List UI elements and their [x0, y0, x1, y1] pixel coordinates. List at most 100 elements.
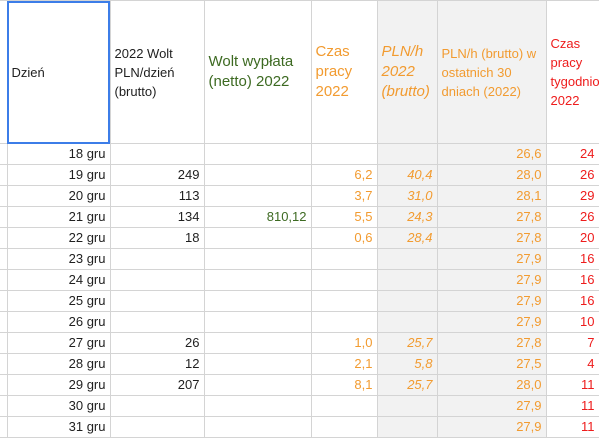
cell-pln-day[interactable]: 26 — [109, 332, 205, 354]
cell-weekly[interactable]: 26 — [545, 164, 599, 186]
cell-hours[interactable] — [310, 248, 378, 270]
cell-hours[interactable] — [310, 290, 378, 312]
cell-day[interactable]: 29 gru — [6, 374, 111, 396]
cell-pln-day[interactable] — [109, 395, 205, 417]
header-cell-wolt-payout[interactable]: Wolt wypłata (netto) 2022 — [203, 0, 312, 144]
cell-payout[interactable] — [203, 143, 312, 165]
cell-payout[interactable] — [203, 269, 312, 291]
cell-pln-h-30[interactable]: 28,0 — [436, 164, 547, 186]
cell-day[interactable]: 24 gru — [6, 269, 111, 291]
cell-pln-h[interactable] — [376, 395, 438, 417]
cell-pln-h-30[interactable]: 28,0 — [436, 374, 547, 396]
cell-pln-h[interactable]: 25,7 — [376, 332, 438, 354]
cell-pln-h-30[interactable]: 27,9 — [436, 395, 547, 417]
cell-weekly[interactable]: 11 — [545, 374, 599, 396]
cell-pln-day[interactable] — [109, 143, 205, 165]
cell-hours[interactable]: 0,6 — [310, 227, 378, 249]
cell-pln-h-30[interactable]: 28,1 — [436, 185, 547, 207]
cell-day[interactable]: 31 gru — [6, 416, 111, 438]
cell-weekly[interactable]: 20 — [545, 227, 599, 249]
cell-pln-day[interactable]: 12 — [109, 353, 205, 375]
header-cell-pln-h[interactable]: PLN/h 2022 (brutto) — [376, 0, 438, 144]
cell-day[interactable]: 20 gru — [6, 185, 111, 207]
cell-pln-day[interactable]: 134 — [109, 206, 205, 228]
cell-day[interactable]: 30 gru — [6, 395, 111, 417]
cell-day[interactable]: 27 gru — [6, 332, 111, 354]
cell-pln-day[interactable] — [109, 290, 205, 312]
cell-pln-h-30[interactable]: 26,6 — [436, 143, 547, 165]
cell-day[interactable]: 25 gru — [6, 290, 111, 312]
cell-hours[interactable]: 8,1 — [310, 374, 378, 396]
cell-pln-h-30[interactable]: 27,9 — [436, 269, 547, 291]
cell-pln-h[interactable] — [376, 248, 438, 270]
cell-pln-h-30[interactable]: 27,8 — [436, 206, 547, 228]
cell-payout[interactable] — [203, 374, 312, 396]
cell-payout[interactable] — [203, 185, 312, 207]
cell-pln-day[interactable]: 207 — [109, 374, 205, 396]
cell-hours[interactable]: 2,1 — [310, 353, 378, 375]
cell-pln-day[interactable] — [109, 416, 205, 438]
cell-pln-h[interactable]: 24,3 — [376, 206, 438, 228]
cell-hours[interactable] — [310, 143, 378, 165]
cell-day[interactable]: 28 gru — [6, 353, 111, 375]
cell-hours[interactable] — [310, 269, 378, 291]
cell-pln-day[interactable]: 113 — [109, 185, 205, 207]
cell-payout[interactable] — [203, 290, 312, 312]
cell-pln-h-30[interactable]: 27,8 — [436, 227, 547, 249]
cell-payout[interactable] — [203, 416, 312, 438]
cell-pln-h[interactable]: 28,4 — [376, 227, 438, 249]
cell-weekly[interactable]: 4 — [545, 353, 599, 375]
cell-hours[interactable]: 3,7 — [310, 185, 378, 207]
cell-day[interactable]: 22 gru — [6, 227, 111, 249]
cell-pln-h-30[interactable]: 27,5 — [436, 353, 547, 375]
cell-pln-h[interactable] — [376, 416, 438, 438]
header-cell-work-time[interactable]: Czas pracy 2022 — [310, 0, 378, 144]
cell-pln-h[interactable] — [376, 143, 438, 165]
cell-weekly[interactable]: 26 — [545, 206, 599, 228]
cell-pln-h[interactable]: 31,0 — [376, 185, 438, 207]
cell-payout[interactable] — [203, 395, 312, 417]
cell-pln-h-30[interactable]: 27,9 — [436, 248, 547, 270]
cell-hours[interactable]: 1,0 — [310, 332, 378, 354]
cell-day[interactable]: 26 gru — [6, 311, 111, 333]
header-cell-wolt-pln-day[interactable]: 2022 Wolt PLN/dzień (brutto) — [109, 0, 205, 144]
cell-pln-h-30[interactable]: 27,8 — [436, 332, 547, 354]
cell-payout[interactable] — [203, 353, 312, 375]
cell-pln-h[interactable]: 5,8 — [376, 353, 438, 375]
cell-pln-h-30[interactable]: 27,9 — [436, 290, 547, 312]
cell-hours[interactable] — [310, 311, 378, 333]
cell-pln-h[interactable] — [376, 290, 438, 312]
header-cell-weekly-time[interactable]: Czas pracy tygodniowo 2022 — [545, 0, 599, 144]
cell-pln-h[interactable] — [376, 311, 438, 333]
header-cell-day[interactable]: Dzień — [6, 0, 111, 144]
cell-weekly[interactable]: 7 — [545, 332, 599, 354]
cell-day[interactable]: 18 gru — [6, 143, 111, 165]
cell-pln-h-30[interactable]: 27,9 — [436, 416, 547, 438]
cell-pln-h[interactable] — [376, 269, 438, 291]
cell-weekly[interactable]: 11 — [545, 395, 599, 417]
cell-day[interactable]: 23 gru — [6, 248, 111, 270]
cell-weekly[interactable]: 16 — [545, 290, 599, 312]
cell-pln-day[interactable] — [109, 269, 205, 291]
cell-payout[interactable] — [203, 311, 312, 333]
cell-weekly[interactable]: 29 — [545, 185, 599, 207]
cell-weekly[interactable]: 10 — [545, 311, 599, 333]
cell-hours[interactable]: 6,2 — [310, 164, 378, 186]
cell-weekly[interactable]: 16 — [545, 248, 599, 270]
cell-hours[interactable] — [310, 416, 378, 438]
cell-hours[interactable]: 5,5 — [310, 206, 378, 228]
cell-day[interactable]: 21 gru — [6, 206, 111, 228]
cell-payout[interactable] — [203, 248, 312, 270]
cell-payout[interactable] — [203, 332, 312, 354]
cell-payout[interactable]: 810,12 — [203, 206, 312, 228]
header-cell-pln-h-30[interactable]: PLN/h (brutto) w ostatnich 30 dniach (20… — [436, 0, 547, 144]
cell-payout[interactable] — [203, 164, 312, 186]
cell-day[interactable]: 19 gru — [6, 164, 111, 186]
cell-weekly[interactable]: 24 — [545, 143, 599, 165]
cell-payout[interactable] — [203, 227, 312, 249]
cell-pln-day[interactable] — [109, 311, 205, 333]
cell-weekly[interactable]: 11 — [545, 416, 599, 438]
cell-hours[interactable] — [310, 395, 378, 417]
cell-weekly[interactable]: 16 — [545, 269, 599, 291]
cell-pln-day[interactable] — [109, 248, 205, 270]
